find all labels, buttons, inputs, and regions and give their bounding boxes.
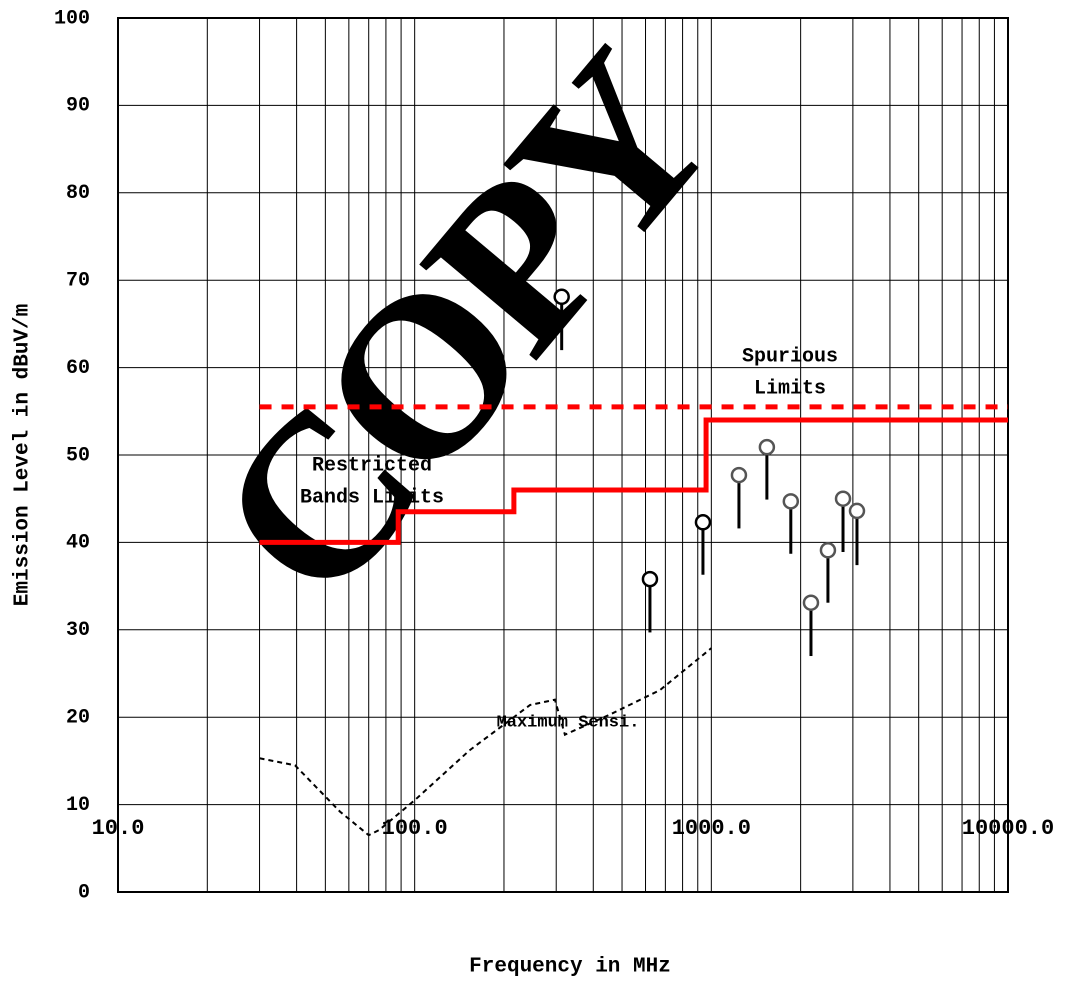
marker [694, 514, 712, 531]
annotation: Spurious [742, 345, 838, 368]
y-tick-label: 70 [66, 269, 90, 292]
marker [848, 502, 866, 520]
plot-frame [117, 17, 1009, 893]
annotation: Bands Limits [300, 486, 444, 509]
y-tick-label: 50 [66, 444, 90, 467]
marker [819, 542, 837, 559]
y-tick-label: 20 [66, 706, 90, 729]
y-tick-label: 10 [66, 794, 90, 817]
y-axis-label: Emission Level in dBuV/m [12, 304, 35, 606]
marker [758, 438, 776, 456]
curve [259, 647, 712, 837]
y-tick-label: 80 [66, 182, 90, 205]
x-tick-label: 1000.0 [672, 816, 751, 841]
marker [641, 570, 659, 588]
y-tick-label: 0 [78, 881, 90, 904]
marker [802, 594, 820, 611]
y-tick-label: 90 [66, 95, 90, 118]
y-tick-label: 60 [66, 357, 90, 380]
annotation: Limits [754, 377, 826, 400]
y-tick-label: 30 [66, 619, 90, 642]
marker [730, 466, 748, 484]
annotation: Maximum Sensi. [497, 713, 640, 732]
y-tick-label: 100 [54, 7, 90, 30]
x-axis-label: Frequency in MHz [469, 956, 671, 979]
marker [553, 288, 570, 306]
marker [782, 493, 800, 510]
watermark: COPY [167, 8, 759, 645]
marker [834, 490, 852, 507]
y-tick-label: 40 [66, 532, 90, 555]
limit-line [259, 417, 1008, 545]
annotation: Restricted [312, 454, 432, 477]
